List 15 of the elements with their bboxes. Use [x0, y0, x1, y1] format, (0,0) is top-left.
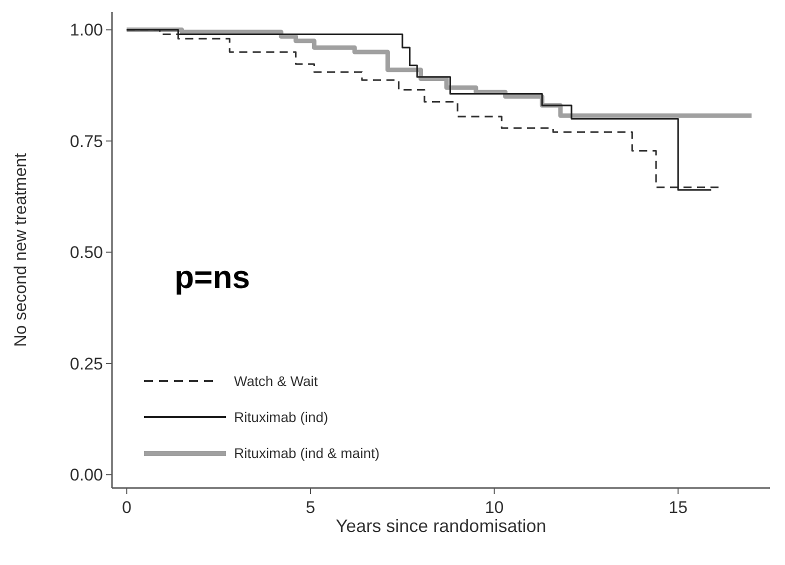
y-axis-title: No second new treatment: [11, 152, 30, 347]
legend-label: Watch & Wait: [234, 373, 318, 390]
y-tick-label: 0.00: [70, 466, 103, 485]
y-tick-label: 1.00: [70, 20, 103, 40]
y-tick-label: 0.50: [70, 243, 103, 262]
x-tick-label: 15: [668, 498, 688, 517]
x-tick-label: 5: [306, 498, 316, 517]
legend-label: Rituximab (ind): [234, 409, 328, 426]
y-tick-label: 0.25: [70, 354, 103, 374]
x-tick-label: 10: [484, 498, 504, 517]
annotation: p=ns: [174, 258, 250, 295]
x-axis-title: Years since randomisation: [336, 516, 546, 536]
legend-label: Rituximab (ind & maint): [234, 445, 380, 462]
x-tick-label: 0: [122, 498, 132, 517]
y-tick-label: 0.75: [70, 132, 103, 151]
